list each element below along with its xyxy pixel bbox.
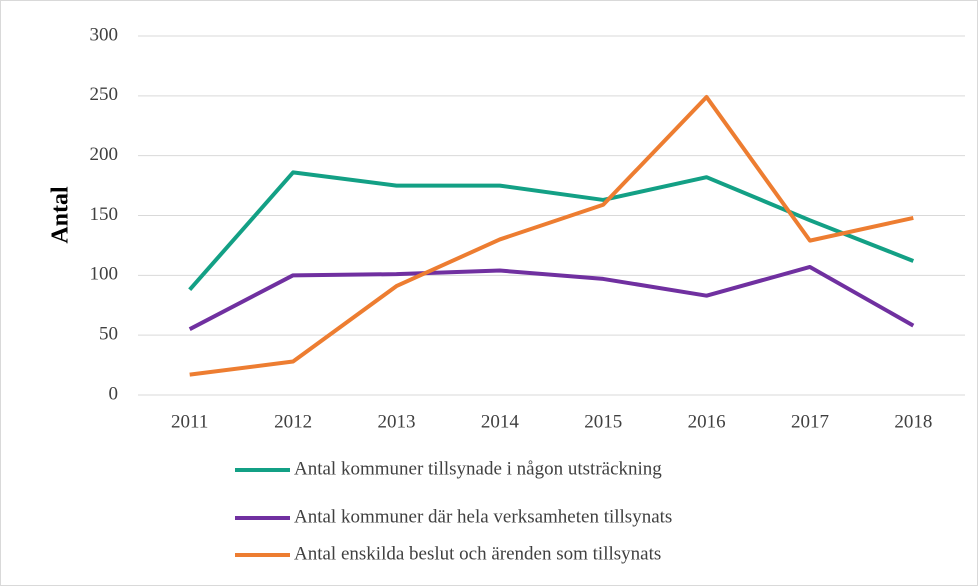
y-tick-label: 100 bbox=[90, 264, 119, 285]
series-line bbox=[188, 264, 915, 331]
y-tick-label: 0 bbox=[109, 383, 119, 404]
legend-label: Antal enskilda beslut och ärenden som ti… bbox=[294, 543, 661, 564]
y-tick-label: 300 bbox=[90, 24, 119, 45]
y-tick-label: 50 bbox=[99, 324, 118, 345]
y-tick-label: 250 bbox=[90, 84, 119, 105]
y-tick-label: 150 bbox=[90, 204, 119, 225]
legend-label: Antal kommuner där hela verksamheten til… bbox=[294, 506, 672, 527]
x-tick-label: 2012 bbox=[274, 411, 312, 432]
x-tick-label: 2016 bbox=[688, 411, 726, 432]
series-line bbox=[189, 95, 914, 377]
y-axis-label: Antal bbox=[48, 186, 74, 244]
series-line bbox=[188, 170, 915, 292]
x-tick-label: 2011 bbox=[171, 411, 208, 432]
x-tick-label: 2013 bbox=[377, 411, 415, 432]
y-tick-label: 200 bbox=[90, 144, 119, 165]
x-tick-label: 2014 bbox=[481, 411, 520, 432]
x-tick-label: 2015 bbox=[584, 411, 622, 432]
x-tick-label: 2017 bbox=[791, 411, 829, 432]
legend-label: Antal kommuner tillsynade i någon utsträ… bbox=[294, 458, 662, 479]
x-tick-label: 2018 bbox=[894, 411, 932, 432]
